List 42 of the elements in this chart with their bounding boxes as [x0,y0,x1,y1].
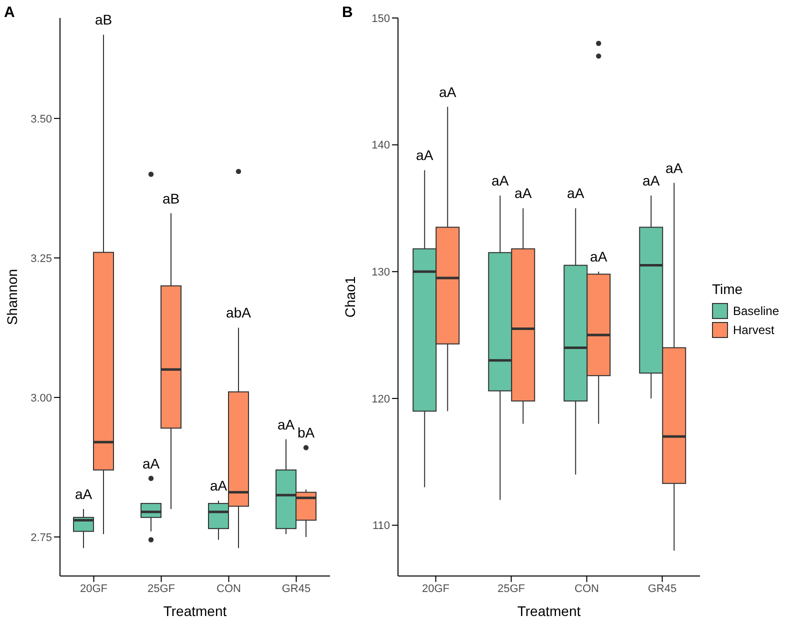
x-tick-label: CON [574,582,600,595]
x-axis-title: Treatment [163,603,227,619]
y-tick-label: 140 [372,140,390,152]
chart-title: A [4,4,15,21]
x-tick-label: GR45 [648,582,677,595]
y-tick-label: 3.50 [30,113,52,126]
annotation: aA [277,416,296,432]
annotation: aB [94,12,112,28]
annotation: aA [514,185,532,202]
x-axis-title: Treatment [517,603,581,619]
y-tick-label: 150 [372,12,390,25]
annotation: aA [666,160,684,176]
y-tick-label: 110 [372,520,390,532]
annotation: aA [590,248,608,265]
x-tick-label: 20GF [422,582,450,595]
legend-title: Time [712,281,744,297]
x-tick-label: 25GF [147,582,176,595]
y-tick-label: 3.00 [30,392,52,404]
annotation: abA [226,304,252,321]
annotation: aA [642,172,660,189]
x-tick-label: 25GF [497,582,526,595]
legend-label: Harvest [733,323,774,337]
x-tick-label: GR45 [282,582,311,595]
annotation: aA [567,185,585,202]
annotation: bA [297,424,316,441]
y-axis-title: Shannon [4,268,20,326]
annotation: aB [162,190,180,206]
annotation: aA [416,147,434,164]
y-tick-label: 2.75 [30,532,52,544]
y-tick-label: 120 [372,393,390,406]
annotation: aA [210,478,228,494]
x-tick-label: 20GF [80,582,108,595]
legend-label: Baseline [733,304,780,318]
y-axis-title: Chao1 [342,276,358,318]
annotation: aA [439,84,457,100]
annotation: aA [74,486,93,502]
annotation: aA [142,455,160,472]
x-tick-label: CON [216,582,242,595]
y-tick-label: 130 [372,266,390,279]
y-tick-label: 3.25 [30,252,52,265]
annotation: aA [492,172,510,189]
chart-title: B [342,4,353,21]
